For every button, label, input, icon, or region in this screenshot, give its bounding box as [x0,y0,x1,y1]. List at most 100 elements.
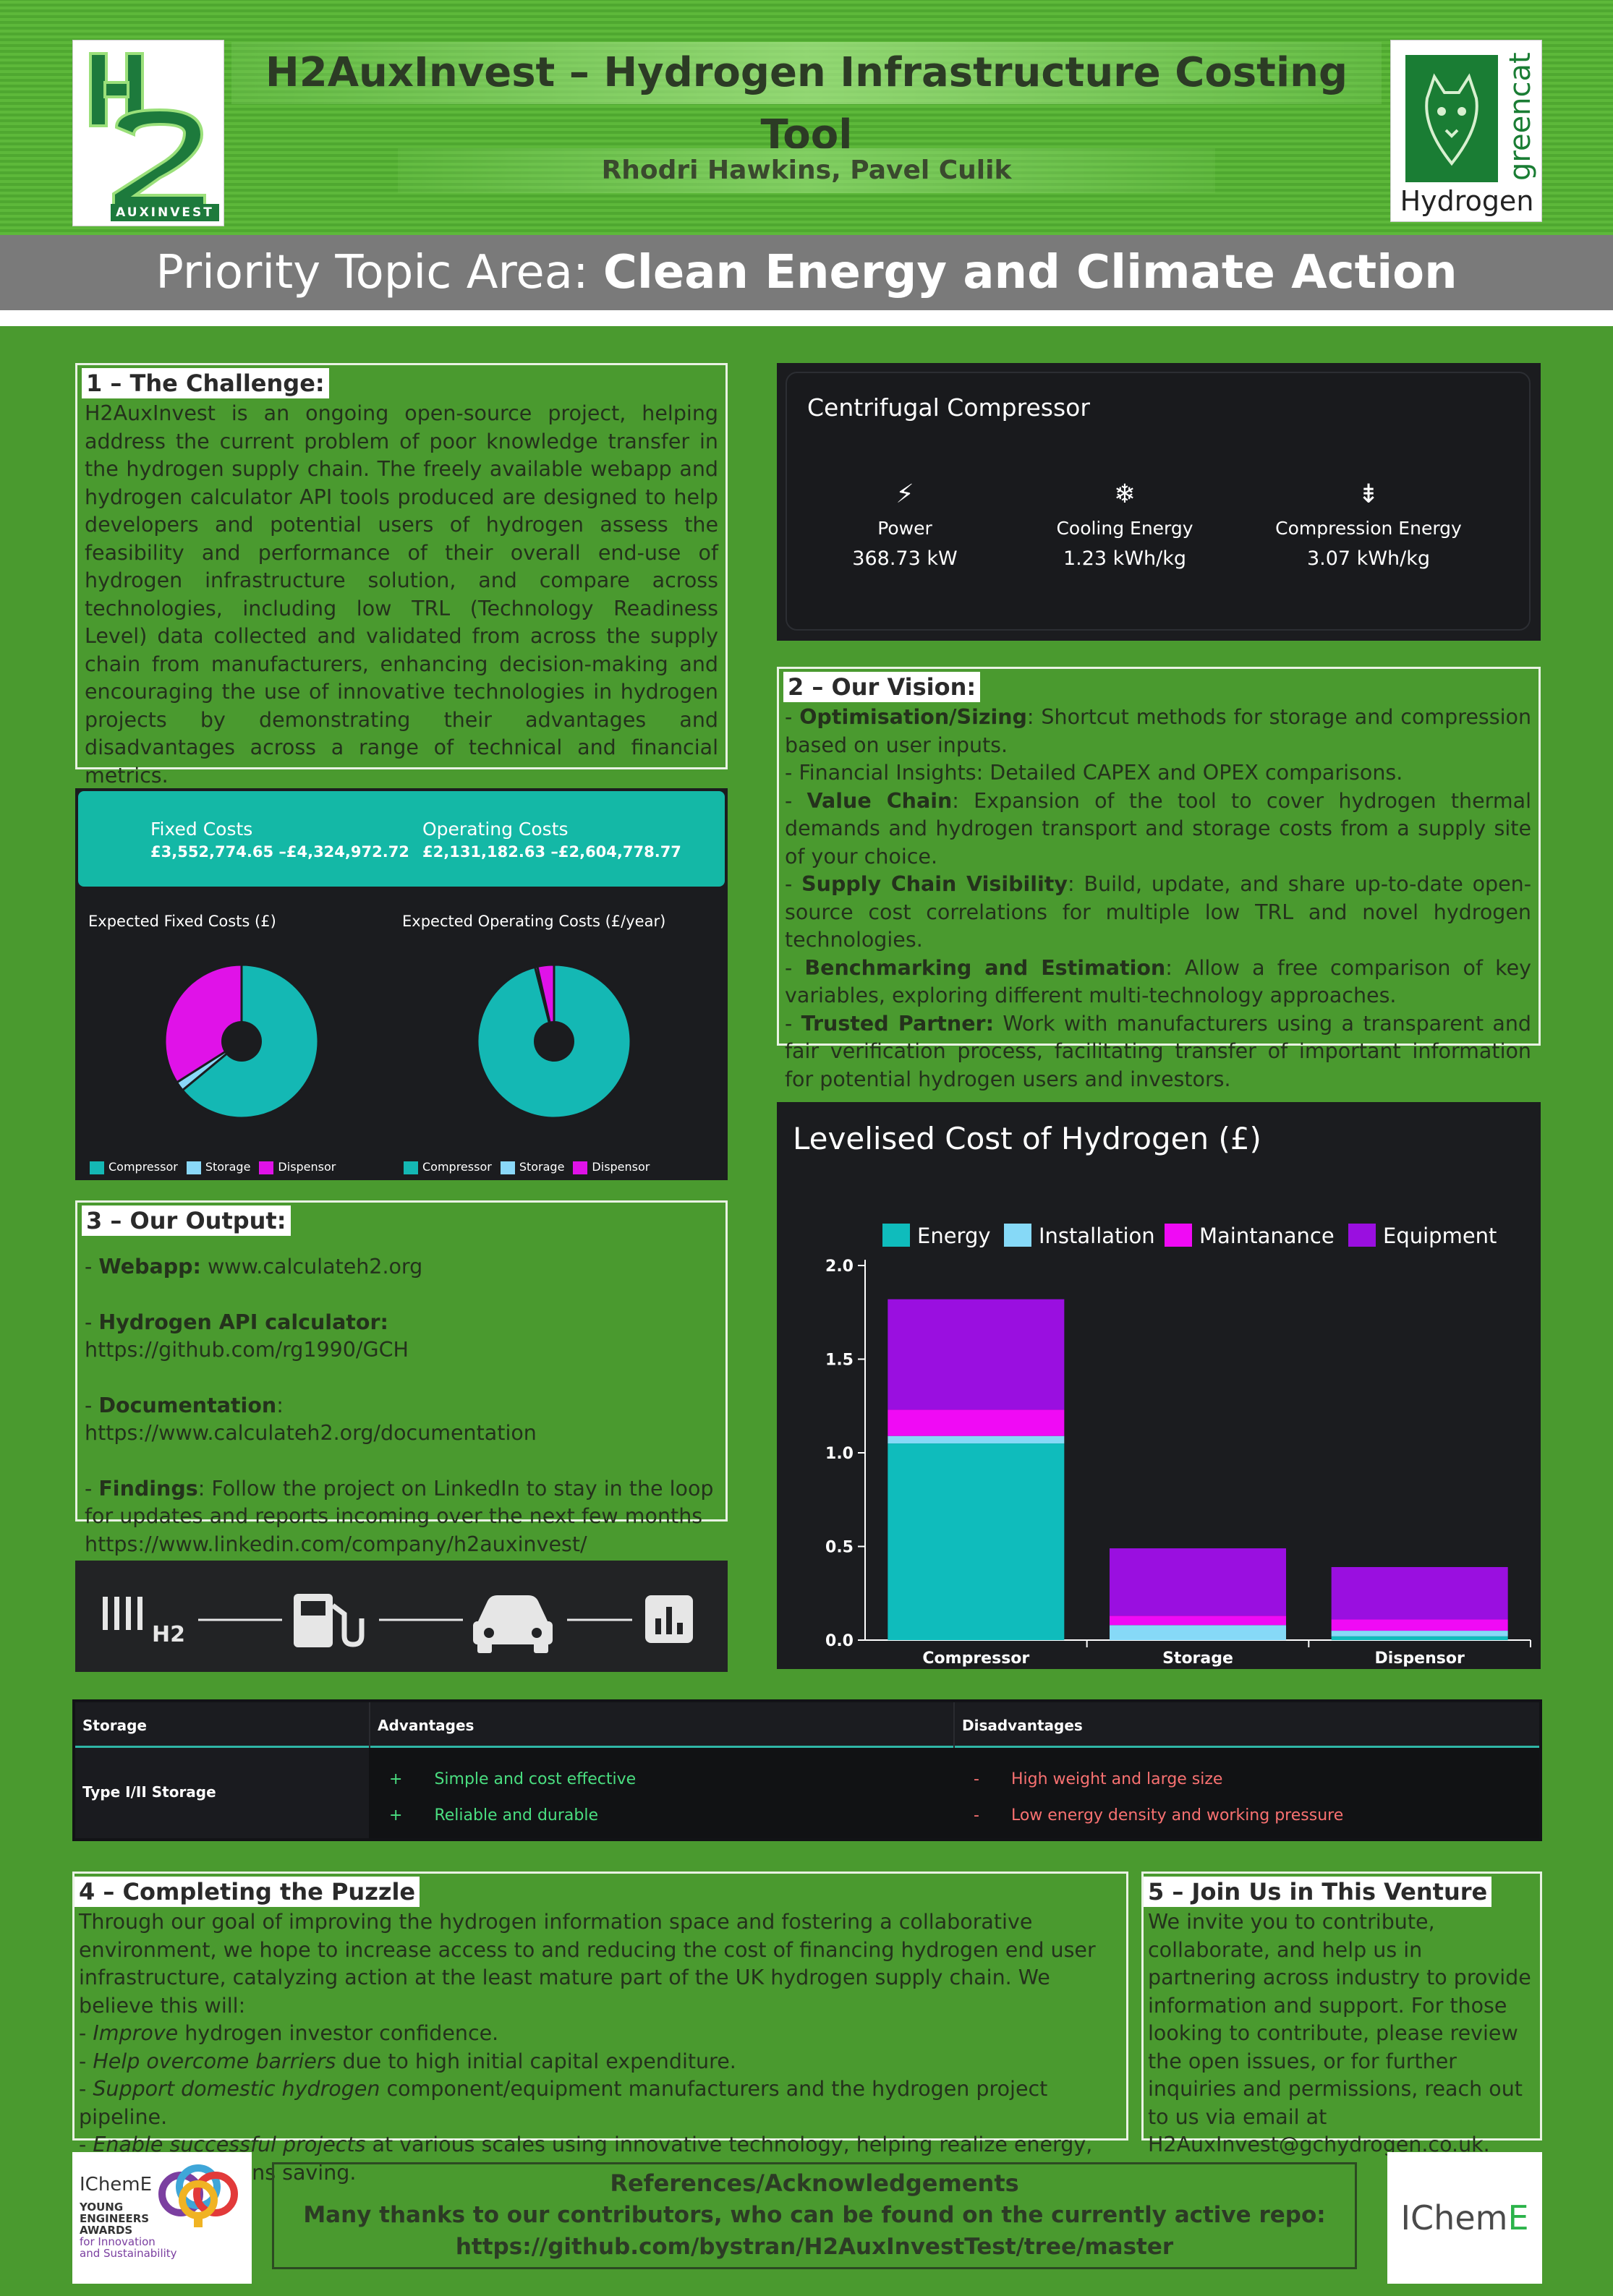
donut-hole [221,1021,262,1062]
vision-item: - Value Chain: Expansion of the tool to … [785,788,1532,869]
legend-item-equipment: Equipment [1348,1224,1497,1248]
svg-text:Energy: Energy [917,1224,991,1248]
svg-text:Maintanance: Maintanance [1199,1224,1335,1248]
awards-text: YOUNG ENGINEERS AWARDS for Innovation an… [80,2201,177,2260]
svg-text:Equipment: Equipment [1383,1224,1497,1248]
bar-segment-installation [1331,1631,1508,1636]
legend-item-storage: Storage [500,1160,564,1174]
storage-table: Storage Advantages Disadvantages Type I/… [72,1699,1542,1841]
output-item-webapp: - Webapp: www.calculateh2.org [85,1255,423,1279]
table-row-label: Type I/II Storage [82,1783,216,1801]
references-repo-link[interactable]: https://github.com/bystran/H2AuxInvestTe… [455,2234,1174,2260]
bar-segment-energy [888,1443,1065,1640]
fixed-chart-legend: Compressor Storage Dispensor [90,1160,336,1174]
join-body: We invite you to contribute, collaborate… [1148,1910,1531,2156]
output-section: 3 – Our Output: - Webapp: www.calculateh… [75,1200,728,1556]
priority-prefix: Priority Topic Area: [156,246,603,299]
greencat-wordmark: greencat [1504,52,1537,181]
operating-costs-value: £2,131,182.63 –£2,604,778.77 [422,843,681,861]
legend-item-compressor: Compressor [90,1160,178,1174]
puzzle-item: - Improve hydrogen investor confidence. [79,2021,499,2045]
icheme-brand: IChemE [80,2174,153,2195]
join-section: 5 – Join Us in This Venture We invite yo… [1141,1872,1542,2156]
output-item-findings: - Findings: Follow the project on Linked… [85,1476,714,1556]
cat-icon [1425,73,1478,166]
advantage-item: + Simple and cost effective [389,1770,637,1788]
h2-label: H2 [152,1622,185,1647]
fuel-pump-icon [294,1594,365,1647]
legend-item-compressor: Compressor [404,1160,492,1174]
vision-item: - Trusted Partner: Work with manufacture… [785,1011,1531,1091]
legend-item-dispensor: Dispensor [573,1160,650,1174]
bar-segment-maintanance [1331,1619,1508,1631]
process-strip: H2 [75,1561,728,1672]
challenge-body: H2AuxInvest is an ongoing open-source pr… [85,401,718,788]
pie-slice-dispensor [163,963,243,1084]
puzzle-title: 4 – Completing the Puzzle [75,1877,420,1907]
vision-item: - Financial Insights: Detailed CAPEX and… [785,761,1403,785]
donut-hole [534,1021,574,1062]
x-tick-label: Dispensor [1375,1650,1465,1668]
car-icon [473,1595,553,1653]
puzzle-intro: Through our goal of improving the hydrog… [79,1910,1096,2018]
vision-section: 2 – Our Vision: - Optimisation/Sizing: S… [777,667,1541,1091]
output-item-api: - Hydrogen API calculator: https://githu… [85,1310,409,1362]
challenge-title: 1 – The Challenge: [82,368,329,398]
puzzle-item: - Support domestic hydrogen component/eq… [79,2077,1048,2129]
legend-item-storage: Storage [186,1160,250,1174]
references-section: References/Acknowledgements Many thanks … [272,2162,1357,2269]
vision-item: - Optimisation/Sizing: Shortcut methods … [785,705,1532,757]
bar-segment-maintanance [888,1409,1065,1436]
bar-segment-equipment [888,1299,1065,1410]
bar-segment-equipment [1331,1566,1508,1620]
table-header-storage: Storage [82,1717,147,1734]
y-tick-label: 1.5 [825,1352,854,1370]
compressor-title: Centrifugal Compressor [807,393,1090,422]
fixed-chart-title: Expected Fixed Costs (£) [88,913,276,930]
vision-item: - Supply Chain Visibility: Build, update… [785,872,1531,952]
advantage-item: + Reliable and durable [389,1806,599,1825]
h2auxinvest-logo: AUXINVEST [72,40,224,226]
header-divider [0,310,1613,326]
bar-chart-icon [645,1595,693,1643]
greencat-hydrogen-logo: greencat Hydrogen [1390,40,1542,222]
fixed-costs-label: Fixed Costs [150,819,253,840]
vision-title: 2 – Our Vision: [783,672,981,702]
output-item-docs: - Documentation: https://www.calculateh2… [85,1393,537,1446]
snowflake-icon: ❄ [1113,479,1136,509]
compressor-card-inner [786,372,1531,631]
x-tick-label: Storage [1162,1650,1233,1668]
output-title: 3 – Our Output: [82,1205,291,1236]
costs-card: Fixed Costs £3,552,774.65 –£4,324,972.72… [75,788,728,1180]
table-header-underline [75,1746,1539,1748]
bar-segment-equipment [1110,1548,1286,1616]
output-list: - Webapp: www.calculateh2.org - Hydrogen… [77,1236,725,1558]
puzzle-body: Through our goal of improving the hydrog… [75,1907,1126,2187]
y-tick-label: 0.5 [825,1539,854,1557]
fixed-costs-value: £3,552,774.65 –£4,324,972.72 [150,843,409,861]
table-row-cells [369,1748,1539,1838]
hydrogen-tanks-icon [103,1597,142,1630]
vision-item: - Benchmarking and Estimation: Allow a f… [785,955,1531,1008]
bar-segment-installation [888,1435,1065,1444]
operating-chart-title: Expected Operating Costs (£/year) [402,913,666,930]
svg-text:Installation: Installation [1039,1224,1155,1248]
priority-topic: Priority Topic Area: Clean Energy and Cl… [0,235,1613,310]
legend-item-maintanance: Maintanance [1165,1224,1335,1248]
legend-item-energy: Energy [882,1224,991,1248]
operating-costs-donut-chart [476,963,632,1119]
priority-topic-name: Clean Energy and Climate Action [603,246,1457,299]
title-highlight [231,42,1382,104]
bar-segment-energy [1331,1636,1508,1640]
poster-authors: Rhodri Hawkins, Pavel Culik [601,155,1012,185]
fixed-costs-donut-chart [163,963,320,1119]
header-band [0,0,1613,235]
lcoh-chart-title: Levelised Cost of Hydrogen (£) [793,1121,1261,1156]
puzzle-section: 4 – Completing the Puzzle Through our go… [72,1872,1128,2185]
x-tick-label: Compressor [922,1650,1029,1668]
lcoh-stacked-bar-chart: Energy Installation Maintanance Equipment 0.… [825,1224,1531,1668]
table-header-disadvantages: Disadvantages [962,1717,1083,1734]
hydrogen-value-chain-icons: H2 [103,1594,693,1653]
y-tick-label: 1.0 [825,1445,854,1463]
join-title: 5 – Join Us in This Venture [1144,1877,1492,1907]
